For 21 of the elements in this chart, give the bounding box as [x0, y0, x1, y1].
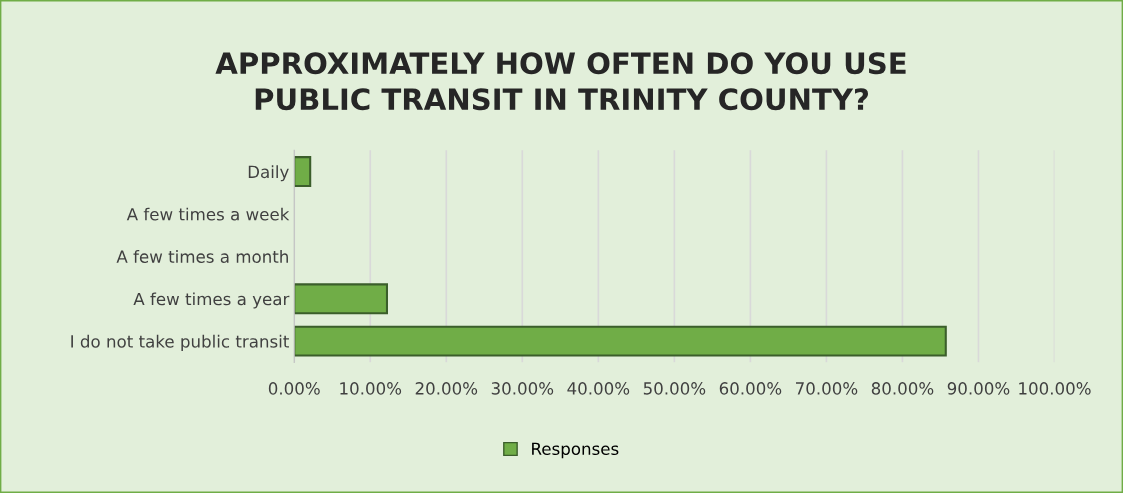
x-tick-label: 20.00%: [415, 382, 478, 395]
x-tick-label: 100.00%: [1019, 382, 1091, 395]
bar: [294, 283, 389, 315]
x-tick-label: 70.00%: [796, 382, 858, 395]
bar: [294, 325, 947, 357]
y-tick-label: A few times a week: [126, 207, 290, 221]
y-tick-label: A few times a year: [133, 292, 290, 309]
x-tick-label: 0.00%: [268, 382, 320, 395]
x-tick-label: 30.00%: [491, 382, 554, 395]
x-tick-label: 50.00%: [643, 382, 706, 395]
x-tick-label: 90.00%: [947, 382, 1010, 395]
y-tick-label: I do not take public transit: [71, 334, 289, 351]
x-tick-label: 40.00%: [567, 382, 630, 395]
y-tick-label: A few times a month: [116, 250, 288, 263]
x-tick-label: 80.00%: [871, 382, 934, 395]
bar: [294, 156, 312, 188]
chart-title: APPROXIMATELY HOW OFTEN DO YOU USE PUBLIC TRANSIT IN TRINITY COUNTY?: [215, 52, 906, 111]
legend-label: Responses: [532, 442, 619, 459]
y-tick-label: Daily: [248, 165, 289, 182]
x-tick-label: 10.00%: [340, 382, 402, 395]
x-tick-label: 60.00%: [719, 382, 782, 395]
